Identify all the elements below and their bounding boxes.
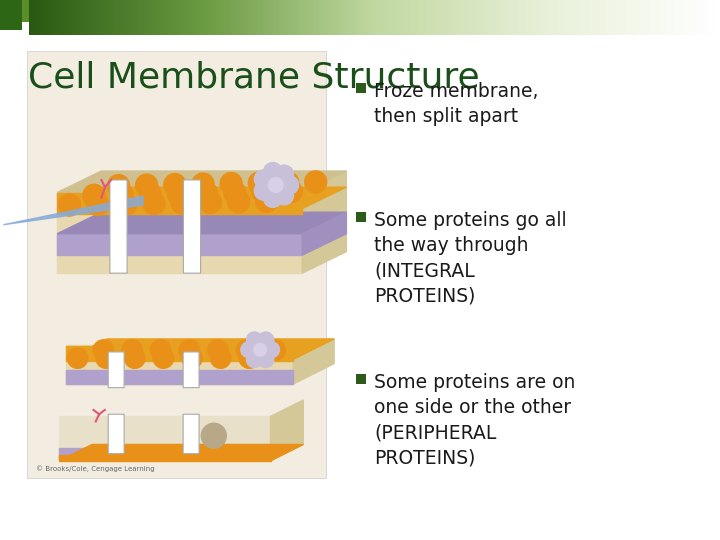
Circle shape xyxy=(265,340,285,360)
Circle shape xyxy=(114,193,137,215)
Circle shape xyxy=(58,194,81,216)
Bar xyxy=(0,0,22,30)
Circle shape xyxy=(210,348,231,368)
Circle shape xyxy=(305,171,327,193)
Polygon shape xyxy=(59,455,271,461)
Circle shape xyxy=(96,348,117,368)
Circle shape xyxy=(179,340,199,360)
Polygon shape xyxy=(59,416,271,458)
Polygon shape xyxy=(59,444,303,461)
Circle shape xyxy=(252,181,274,203)
Polygon shape xyxy=(58,192,302,273)
Polygon shape xyxy=(293,339,334,384)
Polygon shape xyxy=(66,339,334,360)
FancyBboxPatch shape xyxy=(110,180,127,273)
Polygon shape xyxy=(66,345,293,384)
Circle shape xyxy=(228,191,250,213)
Bar xyxy=(356,212,366,222)
Circle shape xyxy=(135,174,158,196)
Circle shape xyxy=(246,332,262,348)
Circle shape xyxy=(280,176,299,194)
FancyBboxPatch shape xyxy=(183,352,199,388)
Circle shape xyxy=(248,172,271,194)
Circle shape xyxy=(276,171,299,193)
Circle shape xyxy=(254,181,273,200)
Circle shape xyxy=(280,180,302,202)
Circle shape xyxy=(196,182,217,204)
Polygon shape xyxy=(58,171,346,192)
Text: Some proteins go all
the way through
(INTEGRAL
PROTEINS): Some proteins go all the way through (IN… xyxy=(374,211,567,306)
Circle shape xyxy=(168,183,189,205)
Circle shape xyxy=(220,172,242,194)
Circle shape xyxy=(207,340,228,360)
Bar xyxy=(22,0,40,22)
Polygon shape xyxy=(4,196,143,225)
Circle shape xyxy=(269,178,283,192)
Polygon shape xyxy=(59,448,271,458)
Circle shape xyxy=(171,192,193,214)
Circle shape xyxy=(239,348,259,368)
Circle shape xyxy=(125,348,145,368)
FancyBboxPatch shape xyxy=(184,180,201,273)
FancyBboxPatch shape xyxy=(108,352,124,388)
Circle shape xyxy=(236,340,257,360)
Bar xyxy=(356,374,366,384)
Circle shape xyxy=(181,348,202,368)
Bar xyxy=(356,83,366,93)
Polygon shape xyxy=(302,212,346,255)
Circle shape xyxy=(192,173,214,195)
Circle shape xyxy=(86,193,109,215)
Circle shape xyxy=(107,174,130,197)
Polygon shape xyxy=(58,234,302,255)
Polygon shape xyxy=(302,171,346,273)
Text: © Brooks/Cole, Cengage Learning: © Brooks/Cole, Cengage Learning xyxy=(36,465,155,472)
Circle shape xyxy=(256,190,278,212)
Polygon shape xyxy=(66,370,293,384)
Circle shape xyxy=(254,170,273,188)
Circle shape xyxy=(153,348,174,368)
Circle shape xyxy=(275,165,294,184)
Circle shape xyxy=(150,340,171,360)
Circle shape xyxy=(258,352,274,368)
FancyBboxPatch shape xyxy=(183,414,199,454)
Circle shape xyxy=(111,184,133,206)
Circle shape xyxy=(83,184,105,206)
Circle shape xyxy=(140,183,161,205)
Text: Cell Membrane Structure: Cell Membrane Structure xyxy=(28,60,480,94)
Polygon shape xyxy=(66,347,293,361)
FancyBboxPatch shape xyxy=(108,414,124,454)
Circle shape xyxy=(264,342,279,357)
Circle shape xyxy=(246,352,262,368)
Polygon shape xyxy=(271,400,303,461)
Circle shape xyxy=(164,173,186,195)
Circle shape xyxy=(240,342,257,357)
Circle shape xyxy=(68,348,88,368)
Circle shape xyxy=(224,181,246,204)
Bar xyxy=(27,51,326,478)
Circle shape xyxy=(143,192,165,214)
Text: Froze membrane,
then split apart: Froze membrane, then split apart xyxy=(374,82,539,126)
Circle shape xyxy=(202,423,226,448)
Polygon shape xyxy=(58,187,346,208)
Text: Some proteins are on
one side or the other
(PERIPHERAL
PROTEINS): Some proteins are on one side or the oth… xyxy=(374,373,576,468)
Circle shape xyxy=(258,332,274,348)
Circle shape xyxy=(122,340,143,360)
Polygon shape xyxy=(58,192,302,214)
Circle shape xyxy=(275,186,294,205)
Circle shape xyxy=(253,343,266,356)
Polygon shape xyxy=(58,212,346,234)
Circle shape xyxy=(93,340,114,360)
Circle shape xyxy=(199,191,222,213)
Circle shape xyxy=(264,163,282,181)
Circle shape xyxy=(264,189,282,207)
